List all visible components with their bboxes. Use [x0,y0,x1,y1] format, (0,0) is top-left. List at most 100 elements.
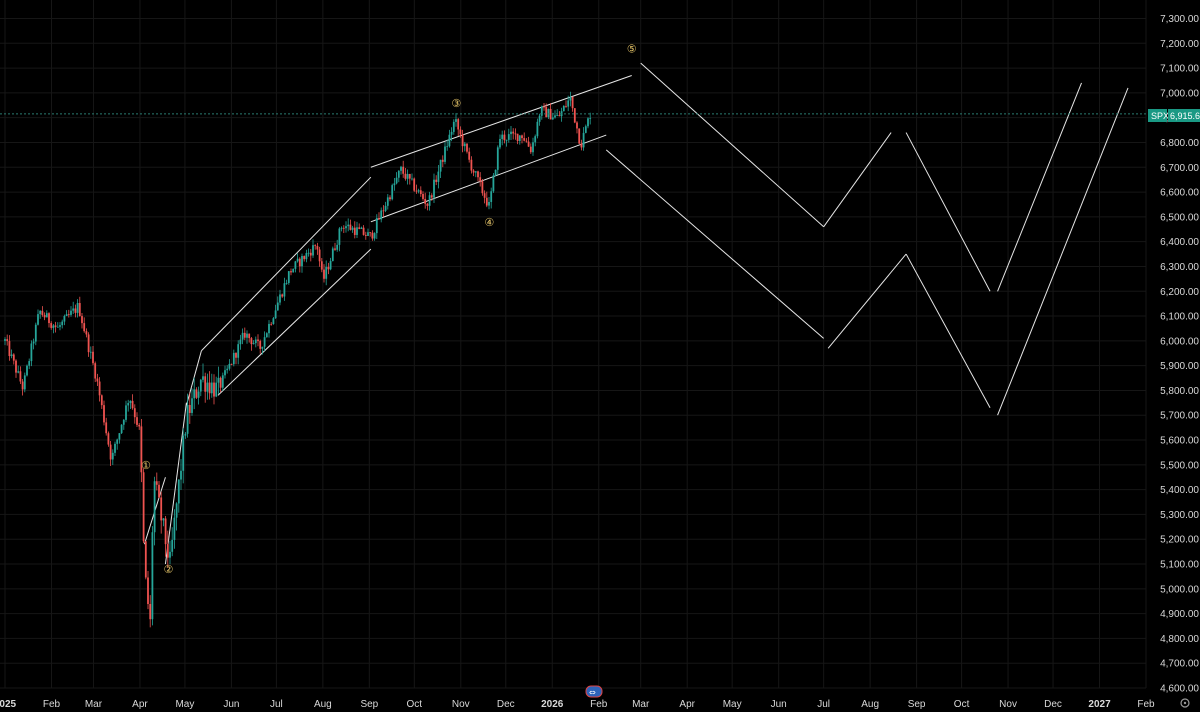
wave-label: ② [163,563,173,576]
trendline[interactable] [905,132,991,292]
candle [230,363,233,366]
time-tick-label: May [723,699,742,710]
price-tick-label: 7,300.00 [1160,14,1199,25]
candle [450,127,453,142]
candle [353,221,356,239]
trendline[interactable] [370,134,607,223]
candle [428,191,431,211]
candle [567,95,570,112]
candle [499,134,501,150]
trendline[interactable] [997,87,1129,416]
candle [417,188,420,194]
candle [241,328,244,345]
candle [457,118,460,137]
time-tick-label: Apr [132,699,148,710]
candle [338,227,341,252]
candle [312,239,314,258]
candle [219,376,222,393]
candle [281,293,284,298]
trendline[interactable] [370,75,632,168]
candle [576,121,578,134]
candle [527,136,530,147]
candle [272,316,275,325]
candle [206,373,209,400]
candle [470,156,473,174]
candle [488,197,490,210]
candle [217,366,220,394]
candle [8,335,11,361]
candle [52,323,55,334]
candle [197,386,200,405]
candle [10,349,13,359]
price-badge: SPX 6,915.61 [1148,109,1200,122]
candle [107,431,110,447]
candle [433,173,435,203]
time-tick-label: Mar [632,699,650,710]
price-tick-label: 7,100.00 [1160,64,1199,75]
candle [492,172,495,193]
candle [239,334,242,350]
candle [413,177,416,192]
trendline[interactable] [217,248,372,396]
candle [74,304,77,318]
candle [173,509,176,549]
candle [50,321,53,330]
trendline[interactable] [827,253,907,349]
trendline[interactable] [640,62,824,228]
candle [358,223,361,230]
candle [301,253,303,273]
candle [371,230,374,241]
trendlines[interactable] [143,62,1129,565]
candle [177,479,180,513]
candle [257,334,259,347]
candle [529,143,532,154]
candle [373,232,376,241]
candle [342,225,345,234]
price-tick-label: 7,200.00 [1160,39,1199,50]
candle [314,244,317,250]
candle [538,113,541,126]
price-axis[interactable]: 7,300.007,200.007,100.007,000.006,900.00… [1160,14,1199,695]
time-tick-label: Mar [85,699,103,710]
candle [386,194,389,210]
trendline[interactable] [997,82,1082,292]
candle [67,309,70,318]
candle [294,260,297,273]
candle [182,428,185,484]
candle [532,137,534,156]
price-tick-label: 4,900.00 [1160,609,1199,620]
candle [140,418,143,483]
candle [329,257,332,271]
candle [94,361,97,383]
time-axis[interactable]: 2025 Feb Mar Apr May Jun Jul Aug Sep Oct Nov Dec 202… [0,699,1155,710]
candle [485,191,488,208]
settings-gear-icon[interactable] [1180,698,1190,708]
candle [362,225,365,236]
candle [565,100,567,108]
candle [59,322,61,331]
candle [166,530,169,568]
candle [287,271,290,285]
candle [336,239,339,252]
candle [151,526,154,626]
trendline[interactable] [905,253,991,409]
candle [180,459,182,490]
trendline[interactable] [201,176,372,352]
candle [424,192,427,209]
scroll-to-realtime-button[interactable]: ⇔ [585,685,603,698]
price-tick-label: 5,100.00 [1160,560,1199,571]
candle [452,119,455,135]
candle [100,394,103,409]
candle [12,353,15,365]
grid-lines [0,0,1147,689]
last-price-badge [1168,109,1200,122]
candle [430,193,433,201]
candle [525,138,528,143]
trendline[interactable] [823,132,892,228]
candle [404,167,407,181]
trendline[interactable] [605,149,824,339]
candle [125,400,127,423]
candle [136,412,138,427]
price-tick-label: 4,600.00 [1160,684,1199,695]
